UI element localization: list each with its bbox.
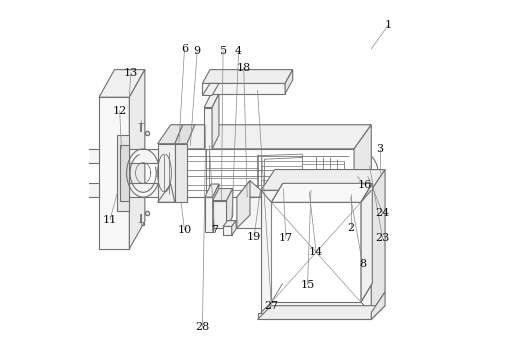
Polygon shape xyxy=(212,94,219,149)
Bar xyxy=(138,120,144,127)
Polygon shape xyxy=(203,83,219,95)
Polygon shape xyxy=(175,125,195,144)
Polygon shape xyxy=(223,220,236,226)
Polygon shape xyxy=(205,197,213,231)
Polygon shape xyxy=(371,292,385,319)
Text: 28: 28 xyxy=(195,322,209,333)
Polygon shape xyxy=(117,135,129,211)
Polygon shape xyxy=(271,202,361,302)
Text: 4: 4 xyxy=(235,46,242,56)
Polygon shape xyxy=(204,94,219,108)
Text: 8: 8 xyxy=(359,259,366,269)
Polygon shape xyxy=(237,181,250,228)
Text: 24: 24 xyxy=(375,208,390,218)
Polygon shape xyxy=(371,170,385,312)
Polygon shape xyxy=(203,70,293,83)
Text: 15: 15 xyxy=(300,280,315,290)
Polygon shape xyxy=(129,70,145,249)
Polygon shape xyxy=(158,125,183,144)
Polygon shape xyxy=(203,83,285,94)
Polygon shape xyxy=(227,189,233,228)
Text: 12: 12 xyxy=(113,106,127,116)
Bar xyxy=(138,218,144,225)
Polygon shape xyxy=(213,189,233,201)
Polygon shape xyxy=(120,145,129,201)
Text: 14: 14 xyxy=(309,247,323,257)
Polygon shape xyxy=(257,312,371,319)
Text: 13: 13 xyxy=(124,68,138,78)
Polygon shape xyxy=(175,144,187,202)
Polygon shape xyxy=(85,149,99,163)
Polygon shape xyxy=(232,220,236,235)
Polygon shape xyxy=(261,190,371,312)
Text: 18: 18 xyxy=(236,63,251,73)
Polygon shape xyxy=(261,170,385,190)
Polygon shape xyxy=(285,70,293,94)
Polygon shape xyxy=(237,197,261,228)
Polygon shape xyxy=(271,183,372,202)
Text: 6: 6 xyxy=(181,44,188,54)
Polygon shape xyxy=(205,184,219,197)
Polygon shape xyxy=(163,125,371,149)
Text: 2: 2 xyxy=(347,223,354,233)
Polygon shape xyxy=(237,181,261,197)
Text: 10: 10 xyxy=(177,225,192,235)
Polygon shape xyxy=(99,70,145,97)
Polygon shape xyxy=(213,184,219,231)
Polygon shape xyxy=(257,306,385,319)
Polygon shape xyxy=(129,183,164,197)
Text: 1: 1 xyxy=(385,20,392,30)
Polygon shape xyxy=(99,97,129,249)
Polygon shape xyxy=(361,183,372,302)
Text: 23: 23 xyxy=(375,234,390,244)
Polygon shape xyxy=(223,226,232,235)
Polygon shape xyxy=(85,183,99,197)
Text: 9: 9 xyxy=(194,46,201,56)
Text: 3: 3 xyxy=(376,144,384,154)
Text: 16: 16 xyxy=(357,180,372,190)
Polygon shape xyxy=(204,108,212,149)
Text: 17: 17 xyxy=(279,234,293,244)
Text: 19: 19 xyxy=(247,232,261,242)
Polygon shape xyxy=(158,144,175,202)
Text: 27: 27 xyxy=(264,301,278,311)
Polygon shape xyxy=(354,125,371,197)
Text: 11: 11 xyxy=(103,215,117,225)
Polygon shape xyxy=(213,201,227,228)
Text: 7: 7 xyxy=(211,225,218,235)
Polygon shape xyxy=(129,149,164,163)
Text: 5: 5 xyxy=(220,46,227,56)
